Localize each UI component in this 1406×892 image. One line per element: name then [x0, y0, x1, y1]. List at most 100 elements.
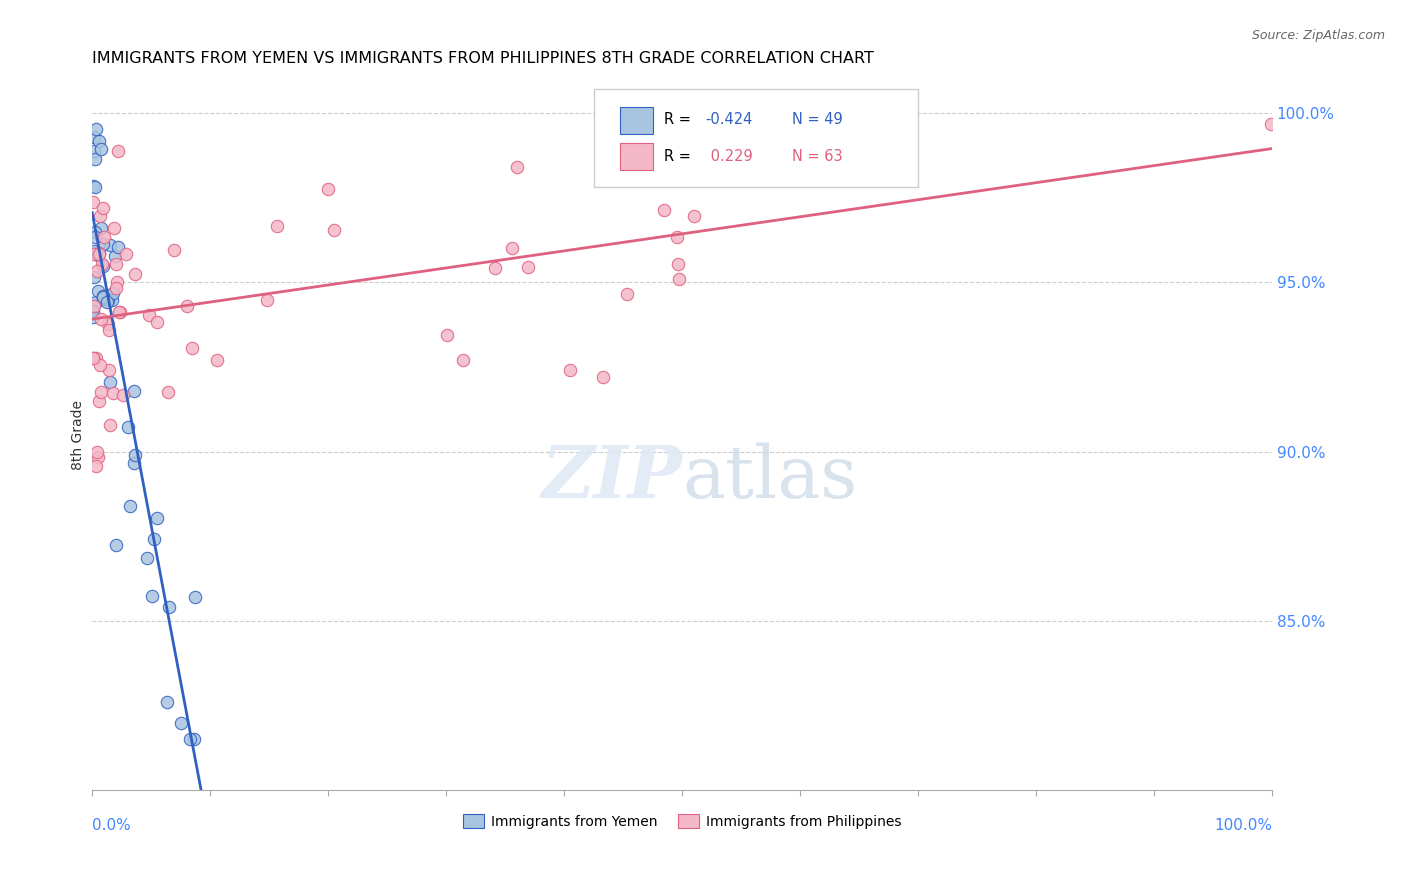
Legend: Immigrants from Yemen, Immigrants from Philippines: Immigrants from Yemen, Immigrants from P…: [457, 808, 907, 834]
Point: [83, 129, 105, 144]
Point: [666, 257, 689, 271]
Point: [98, 363, 121, 377]
Point: [120, 499, 142, 513]
Point: [143, 532, 166, 546]
FancyBboxPatch shape: [593, 89, 918, 187]
Point: [86, 445, 108, 459]
Point: [103, 386, 125, 401]
Point: [82, 303, 104, 318]
Point: [91, 259, 114, 273]
Point: [104, 258, 127, 272]
Point: [83, 244, 105, 259]
Point: [501, 241, 523, 255]
Point: [104, 281, 127, 295]
Point: [170, 715, 193, 730]
Point: [101, 293, 124, 307]
Point: [323, 223, 346, 237]
Point: [668, 272, 690, 286]
Point: [484, 260, 506, 275]
Point: [124, 456, 146, 470]
Point: [316, 182, 339, 196]
Text: 0.0%: 0.0%: [93, 818, 131, 833]
Text: R =: R =: [665, 112, 696, 128]
Point: [683, 209, 706, 223]
Point: [89, 209, 111, 223]
Point: [83, 144, 105, 158]
Text: IMMIGRANTS FROM YEMEN VS IMMIGRANTS FROM PHILIPPINES 8TH GRADE CORRELATION CHART: IMMIGRANTS FROM YEMEN VS IMMIGRANTS FROM…: [93, 51, 875, 66]
Point: [91, 290, 114, 304]
Point: [183, 732, 205, 747]
Point: [83, 152, 105, 166]
Point: [115, 247, 138, 261]
Point: [592, 369, 614, 384]
Point: [107, 239, 129, 253]
Point: [135, 551, 157, 566]
Point: [176, 299, 198, 313]
Point: [145, 511, 167, 525]
Text: R =: R =: [665, 149, 696, 163]
Point: [82, 246, 104, 260]
Point: [117, 420, 139, 434]
Point: [86, 248, 108, 262]
Point: [616, 286, 638, 301]
Point: [107, 144, 129, 158]
Point: [91, 257, 114, 271]
Point: [82, 179, 104, 194]
Point: [91, 291, 114, 305]
Bar: [620, 107, 652, 134]
Point: [82, 310, 104, 324]
Point: [103, 221, 125, 235]
Text: atlas: atlas: [682, 442, 858, 513]
Point: [98, 376, 121, 390]
Point: [83, 299, 105, 313]
Point: [87, 247, 110, 261]
Text: 0.229: 0.229: [706, 149, 752, 163]
Point: [96, 294, 118, 309]
Point: [90, 311, 112, 326]
Point: [558, 362, 581, 376]
Point: [89, 358, 111, 372]
Point: [122, 384, 145, 399]
Point: [1260, 117, 1282, 131]
Point: [91, 236, 114, 251]
Point: [108, 304, 131, 318]
Point: [91, 201, 114, 215]
Text: 100.0%: 100.0%: [1213, 818, 1272, 833]
Point: [184, 590, 207, 604]
Point: [266, 219, 288, 233]
Point: [517, 260, 540, 275]
Point: [124, 448, 146, 462]
Point: [451, 353, 474, 368]
Point: [157, 599, 180, 614]
Point: [659, 132, 682, 146]
Point: [84, 246, 107, 260]
Point: [84, 458, 107, 473]
Text: ZIP: ZIP: [541, 442, 682, 513]
Point: [146, 315, 169, 329]
Point: [665, 106, 688, 120]
Point: [87, 246, 110, 260]
Point: [87, 285, 110, 299]
Point: [104, 538, 127, 552]
Point: [138, 308, 160, 322]
Point: [205, 353, 228, 368]
Point: [111, 388, 134, 402]
Point: [256, 293, 278, 307]
Point: [90, 384, 112, 399]
Point: [181, 341, 204, 355]
Point: [652, 202, 675, 217]
Point: [141, 590, 163, 604]
Point: [98, 238, 121, 252]
Point: [83, 270, 105, 285]
Point: [103, 286, 125, 301]
Text: Source: ZipAtlas.com: Source: ZipAtlas.com: [1251, 29, 1385, 43]
Text: -0.424: -0.424: [706, 112, 754, 128]
Point: [87, 394, 110, 409]
Bar: [620, 143, 652, 169]
Point: [97, 323, 120, 337]
Point: [84, 121, 107, 136]
Point: [86, 263, 108, 277]
Point: [86, 295, 108, 310]
Point: [665, 230, 688, 244]
Point: [105, 276, 128, 290]
